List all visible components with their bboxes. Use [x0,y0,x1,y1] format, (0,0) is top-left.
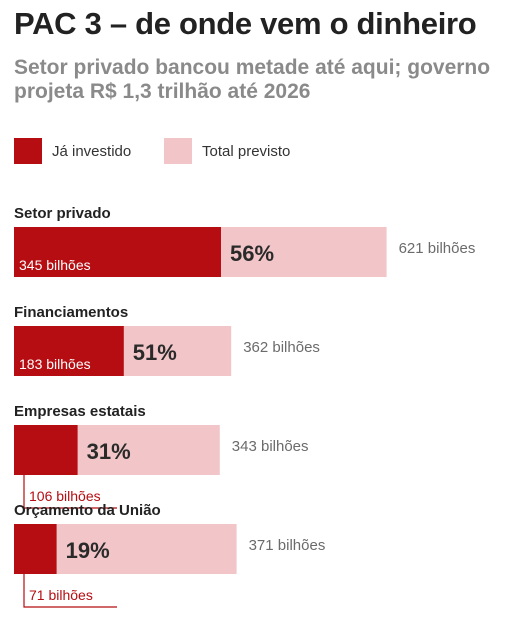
bar-ja-investido [14,227,221,277]
invested-value-label: 106 bilhões [29,488,101,504]
legend-label-planned: Total previsto [202,142,291,160]
invested-value-label: 345 bilhões [19,257,91,273]
total-value-label: 621 bilhões [399,240,476,257]
invested-callout-line [23,574,117,608]
legend-label-invested: Já investido [52,142,132,160]
percent-label: 31% [87,439,131,464]
total-value-label: 343 bilhões [232,438,309,455]
bar-ja-investido [14,326,124,376]
chart-title: PAC 3 – de onde vem o dinheiro [14,6,477,41]
legend-item-planned: Total previsto [164,138,290,164]
category-label: Financiamentos [14,304,128,321]
invested-value-label: 71 bilhões [29,587,93,603]
legend-item-invested: Já investido [14,138,131,164]
category-label: Empresas estatais [14,403,146,420]
percent-label: 56% [230,241,274,266]
category-label: Orçamento da União [14,502,161,519]
invested-value-label: 183 bilhões [19,356,91,372]
legend-swatch-invested [14,138,42,164]
percent-label: 51% [133,340,177,365]
total-value-label: 362 bilhões [243,339,320,356]
category-label: Setor privado [14,205,111,222]
chart-subtitle: Setor privado bancou metade até aqui; go… [14,56,491,103]
legend-swatch-planned [164,138,192,164]
bar-ja-investido [14,425,78,475]
total-value-label: 371 bilhões [249,537,326,554]
percent-label: 19% [66,538,110,563]
bar-ja-investido [14,524,57,574]
invested-callout-line [23,475,117,509]
